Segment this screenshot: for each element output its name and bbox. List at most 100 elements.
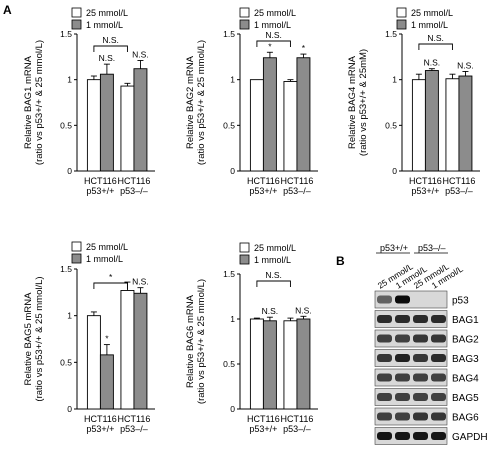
y-tick-label: 1.5: [385, 29, 397, 39]
bar-0-0: [86, 79, 101, 172]
x-tick-label: HCT116: [281, 414, 314, 424]
x-tick-label: p53–/–: [445, 186, 473, 196]
blot-band: [431, 334, 446, 343]
bar-1-1: [296, 318, 311, 410]
x-tick-label: p53–/–: [283, 186, 311, 196]
y-tick-label: 0: [230, 404, 235, 414]
blot-strip-BAG5: [374, 388, 448, 406]
x-tick-label: HCT116: [443, 176, 476, 186]
legend-label-0: 25 mmol/L: [86, 8, 128, 18]
significance-label: *: [105, 334, 109, 344]
legend-label-1: 1 mmol/L: [254, 255, 291, 265]
bar-1-0: [445, 78, 460, 172]
blot-band: [395, 373, 410, 382]
blot-band: [431, 432, 446, 440]
bar-charts: 25 mmol/L 1 mmol/L 0 0.5 1 1.5 Relative BAG1 m…: [23, 7, 480, 434]
x-tick-label: p53–/–: [120, 424, 148, 434]
y-tick-label: 0: [67, 404, 72, 414]
blot-band: [377, 295, 392, 304]
blot-band: [413, 412, 428, 421]
blot-row-label: BAG5: [452, 393, 479, 404]
blot-band: [377, 354, 392, 362]
legend-swatch-0: [239, 242, 250, 253]
significance-label: N.S.: [99, 53, 116, 63]
blot-band: [413, 432, 428, 440]
x-tick-label: HCT116: [84, 176, 117, 186]
legend-label-0: 25 mmol/L: [254, 243, 296, 253]
y-tick-label: 0: [230, 166, 235, 176]
blot-band: [431, 354, 446, 362]
blot-strip-BAG6: [374, 407, 448, 426]
legend-swatch-1: [239, 19, 250, 30]
blot-band: [395, 295, 410, 304]
y-tick-label: 0.5: [60, 120, 72, 130]
blot-band: [377, 373, 392, 382]
y-tick-label: 0: [67, 166, 72, 176]
bar-0-0: [249, 318, 264, 410]
bar-1-0: [120, 290, 135, 410]
significance-label: N.S.: [295, 305, 312, 315]
legend-label-1: 1 mmol/L: [86, 20, 123, 30]
bracket-label: *: [109, 272, 113, 282]
y-tick-label: 0.5: [223, 120, 235, 130]
blot-row-label: GAPDH: [452, 432, 488, 443]
blot-strip-BAG3: [374, 349, 448, 367]
legend-swatch-0: [71, 241, 82, 252]
significance-label: N.S.: [262, 306, 279, 316]
x-tick-label: p53–/–: [283, 424, 311, 434]
y-tick-label: 1.5: [60, 29, 72, 39]
bar-0-1: [424, 70, 439, 172]
blot-strip-BAG4: [374, 368, 448, 387]
blot-band: [377, 315, 392, 323]
bar-0-1: [262, 57, 277, 172]
y-tick-label: 0: [392, 166, 397, 176]
legend-swatch-0: [71, 7, 82, 18]
significance-label: *: [268, 41, 272, 51]
blot-band: [395, 432, 410, 440]
comparison-bracket: [418, 43, 453, 50]
bar-0-0: [411, 79, 426, 172]
western-blot: p53+/+ p53–/–25 mmol/L1 mmol/L25 mmol/L1 …: [374, 243, 488, 445]
legend-swatch-0: [239, 7, 250, 18]
y-axis-title-line-2: (ratio vs p53+/+ & 25mM): [358, 49, 369, 156]
bar-0-0: [249, 79, 264, 172]
x-tick-label: HCT116: [118, 176, 151, 186]
x-tick-label: HCT116: [247, 176, 280, 186]
legend-swatch-1: [239, 254, 250, 265]
blot-band: [413, 393, 428, 401]
bracket-label: N.S.: [102, 35, 119, 45]
legend-label-1: 1 mmol/L: [411, 20, 448, 30]
panel-label-a: A: [3, 3, 12, 17]
blot-row-label: BAG6: [452, 413, 479, 424]
blot-strip-GAPDH: [374, 427, 448, 445]
bar-1-0: [283, 81, 298, 172]
blot-band: [377, 432, 392, 440]
x-tick-label: p53–/–: [120, 186, 148, 196]
legend-swatch-1: [71, 19, 82, 30]
blot-band: [395, 315, 410, 323]
comparison-bracket: [256, 40, 291, 47]
y-axis-title-line-1: Relative BAG2 mRNA: [185, 55, 196, 149]
blot-row-label: BAG4: [452, 374, 479, 385]
y-tick-label: 1: [230, 314, 235, 324]
bar-0-1: [99, 73, 114, 172]
significance-label: *: [302, 43, 306, 53]
y-axis-title-line-2: (ratio vs p53+/+ & 25 mmol/L): [34, 40, 45, 165]
significance-label: N.S.: [457, 60, 474, 70]
y-tick-label: 1.5: [223, 29, 235, 39]
bar-1-1: [133, 68, 148, 172]
blot-band: [377, 334, 392, 343]
chart-1: 25 mmol/L 1 mmol/L 0 0.5 1 1.5 Relative BAG1 m…: [23, 7, 155, 196]
y-axis-title-line-1: Relative BAG5 mRNA: [23, 292, 34, 386]
legend-label-0: 25 mmol/L: [254, 8, 296, 18]
chart-3: 25 mmol/L 1 mmol/L 0 0.5 1 1.5 Relative BAG4 m…: [347, 7, 480, 196]
blot-band: [413, 354, 428, 362]
blot-group-label: p53+/+: [380, 243, 408, 253]
blot-band: [431, 393, 446, 401]
comparison-bracket: [93, 45, 128, 52]
y-tick-label: 0.5: [60, 357, 72, 367]
bar-1-0: [120, 85, 135, 172]
blot-row-label: p53: [452, 296, 469, 307]
y-axis-title-line-1: Relative BAG1 mRNA: [23, 55, 34, 149]
